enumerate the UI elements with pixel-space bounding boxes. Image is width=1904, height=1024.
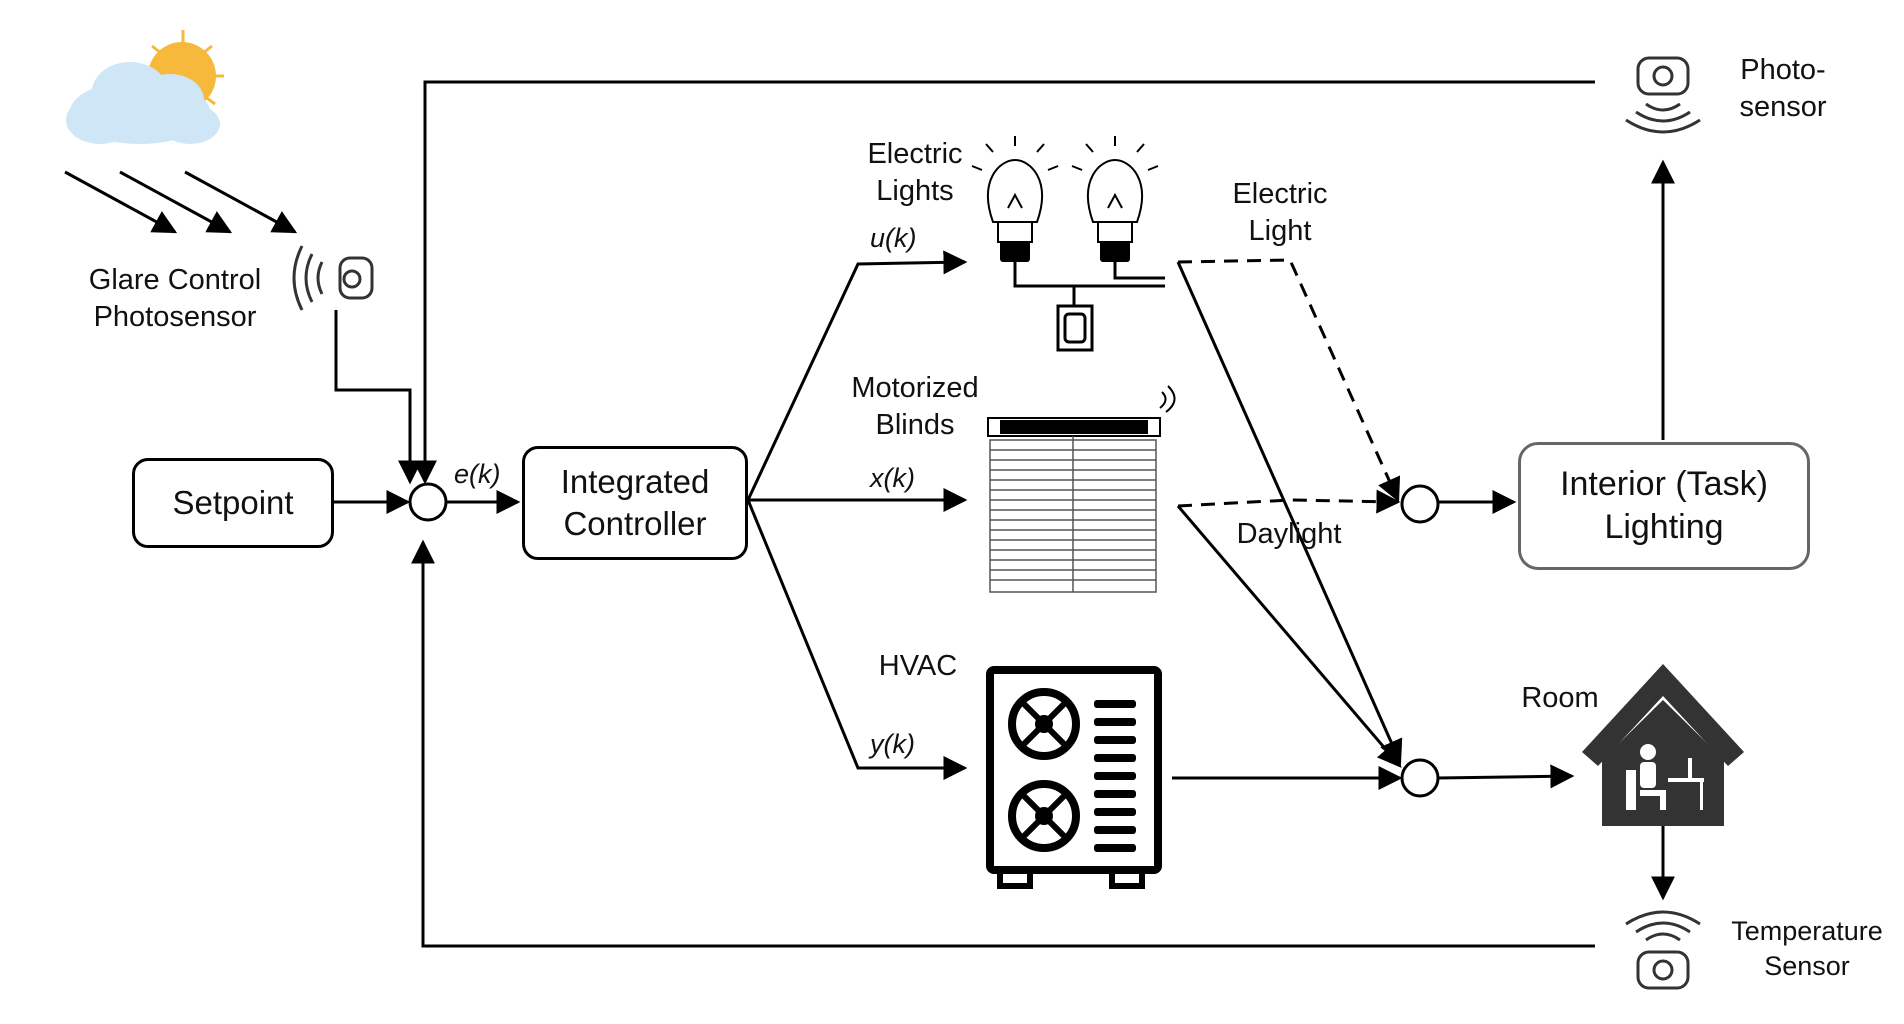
- electric-light-path-line-2: Light: [1248, 215, 1312, 247]
- summing-junctions: [408, 482, 1440, 798]
- setpoint-label: Setpoint: [172, 484, 294, 521]
- glare-label-line-1: Glare Control: [88, 264, 262, 296]
- lights-signal-label: u(k): [870, 223, 917, 253]
- light-summing-junction: [1400, 484, 1440, 524]
- room-text: Room: [1521, 682, 1599, 714]
- room-house-icon: [1582, 664, 1744, 826]
- electric-light-path-line-1: Electric: [1232, 178, 1328, 210]
- sun-ray-arrows: [64, 170, 298, 234]
- hvac-signal-label: y(k): [870, 729, 915, 759]
- electric-lights-line-2: Lights: [876, 175, 954, 207]
- hvac-text: HVAC: [878, 650, 958, 682]
- blinds-signal-label: x(k): [870, 463, 915, 493]
- integrated-controller-block: Integrated Controller: [522, 446, 748, 560]
- electric-light-path-label: Electric Light: [1220, 176, 1340, 250]
- interior-lighting-label-line-2: Lighting: [1604, 508, 1724, 546]
- glare-label-line-2: Photosensor: [93, 301, 257, 333]
- motorized-blinds-line-1: Motorized: [851, 372, 979, 404]
- interior-lighting-label-line-1: Interior (Task): [1560, 465, 1768, 503]
- electric-lights-line-1: Electric: [867, 138, 963, 170]
- error-summing-junction: [408, 482, 448, 522]
- photo-sensor-line-2: sensor: [1739, 91, 1827, 123]
- daylight-text: Daylight: [1236, 518, 1342, 550]
- motorized-blinds-icon: [987, 385, 1176, 593]
- controller-label-line-1: Integrated: [560, 463, 710, 500]
- motorized-blinds-label: Motorized Blinds: [840, 370, 990, 444]
- motorized-blinds-line-2: Blinds: [875, 409, 955, 441]
- electric-lights-icon: [971, 136, 1165, 352]
- photo-sensor-line-1: Photo-: [1740, 54, 1826, 86]
- controller-label-line-2: Controller: [563, 505, 707, 542]
- temperature-sensor-icon: [1625, 910, 1701, 990]
- dashed-light-lines: [1177, 258, 1401, 514]
- hvac-label: HVAC: [868, 648, 968, 685]
- hvac-unit-icon: [986, 666, 1162, 889]
- interior-lighting-block: Interior (Task) Lighting: [1518, 442, 1810, 570]
- glare-photosensor-icon: [292, 245, 374, 311]
- signal-lines: [334, 80, 1675, 948]
- temperature-sensor-line-2: Sensor: [1764, 951, 1850, 981]
- temperature-sensor-line-1: Temperature: [1731, 916, 1883, 946]
- temperature-sensor-label: Temperature Sensor: [1722, 914, 1892, 984]
- setpoint-block: Setpoint: [132, 458, 334, 548]
- photo-sensor-icon: [1625, 56, 1701, 134]
- photo-sensor-label: Photo- sensor: [1728, 52, 1838, 126]
- room-label: Room: [1510, 680, 1610, 717]
- electric-lights-label: Electric Lights: [860, 136, 970, 210]
- sun-cloud-icon: [66, 30, 224, 144]
- thermal-summing-junction: [1400, 758, 1440, 798]
- daylight-path-label: Daylight: [1226, 516, 1352, 553]
- glare-control-photosensor-label: Glare Control Photosensor: [70, 262, 280, 336]
- error-signal-label: e(k): [454, 459, 501, 489]
